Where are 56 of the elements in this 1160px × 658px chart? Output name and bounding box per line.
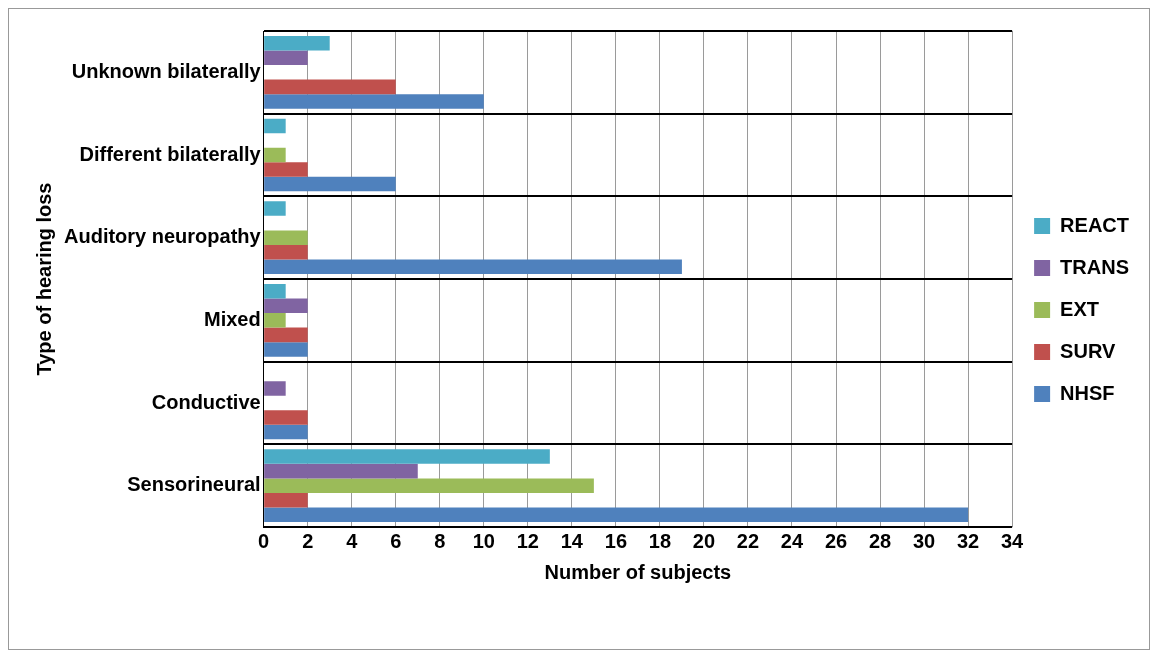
x-tick-label: 26 (824, 529, 848, 552)
x-tick-label: 18 (648, 529, 672, 552)
x-tick-label: 4 (346, 529, 359, 552)
y-tick-label: Auditory neuropathy (64, 225, 262, 248)
bar (264, 201, 286, 216)
x-tick-label: 30 (912, 529, 936, 552)
y-tick-label: Different bilaterally (79, 142, 262, 165)
bar (264, 79, 396, 95)
bar (264, 94, 484, 109)
bar (264, 410, 308, 425)
bar (264, 298, 308, 314)
x-tick-label: 0 (258, 529, 270, 552)
bar (264, 244, 308, 260)
bar (264, 259, 682, 275)
bar (264, 449, 550, 464)
bar (264, 342, 308, 357)
x-tick-label: 32 (956, 529, 980, 552)
legend-label: TRANS (1060, 255, 1129, 278)
x-axis-title: Number of subjects (544, 560, 732, 583)
x-tick-label: 34 (1000, 529, 1025, 552)
y-axis-title: Type of hearing loss (32, 182, 55, 376)
x-tick-label: 28 (868, 529, 892, 552)
bar (264, 507, 969, 523)
x-tick-label: 16 (604, 529, 627, 552)
y-tick-label: Mixed (203, 307, 261, 330)
x-tick-label: 8 (434, 529, 446, 552)
bar (264, 147, 286, 163)
bar (264, 162, 308, 177)
bar (264, 424, 308, 440)
legend-label: SURV (1060, 339, 1116, 362)
bar (264, 283, 286, 299)
legend-label: NHSF (1060, 381, 1115, 404)
y-tick-label: Sensorineural (127, 473, 261, 496)
x-tick-label: 22 (736, 529, 760, 552)
legend-label: REACT (1060, 213, 1129, 236)
x-tick-label: 10 (472, 529, 495, 552)
bar (264, 118, 286, 134)
bar (264, 230, 308, 245)
bar (264, 478, 594, 493)
x-tick-label: 20 (692, 529, 716, 552)
y-tick-label: Conductive (151, 390, 261, 413)
x-tick-label: 6 (390, 529, 402, 552)
bar (264, 313, 286, 328)
x-tick-label: 12 (516, 529, 539, 552)
legend-label: EXT (1060, 297, 1100, 320)
y-tick-label: Unknown bilaterally (71, 59, 262, 82)
bar (264, 463, 418, 479)
bar (264, 176, 396, 192)
x-tick-label: 24 (780, 529, 804, 552)
bar (264, 50, 308, 66)
bar (264, 35, 330, 51)
x-tick-label: 2 (302, 529, 314, 552)
bar (264, 381, 286, 396)
bar (264, 327, 308, 343)
x-tick-label: 14 (560, 529, 584, 552)
bar (264, 492, 308, 508)
